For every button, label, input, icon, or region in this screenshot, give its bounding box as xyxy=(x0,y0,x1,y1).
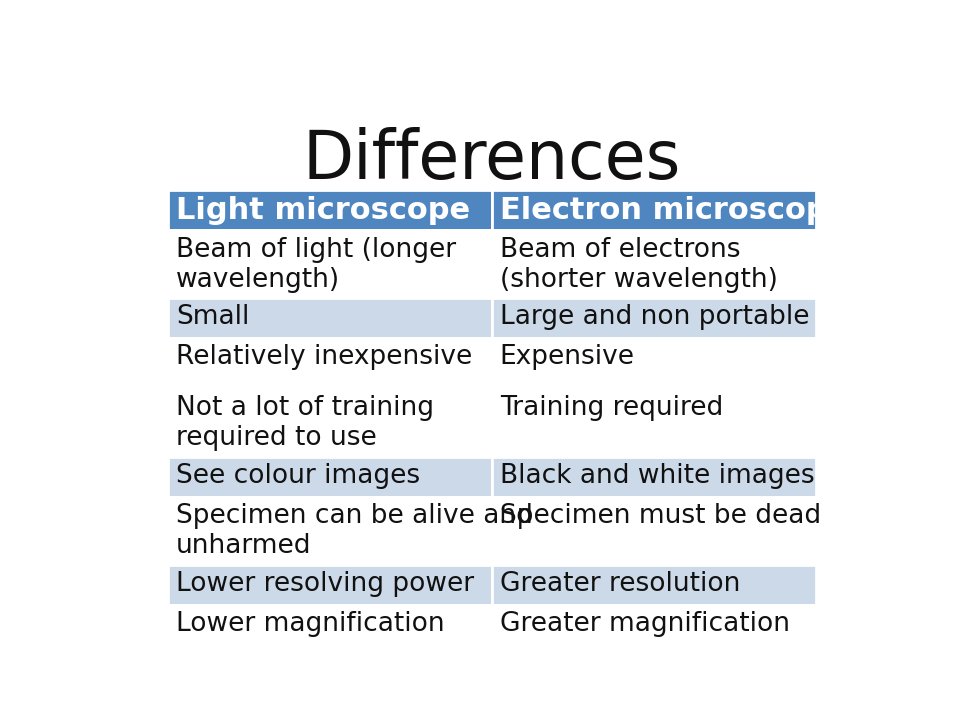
Text: Training required: Training required xyxy=(500,395,723,421)
Text: Lower magnification: Lower magnification xyxy=(176,611,444,636)
Text: Black and white images: Black and white images xyxy=(500,463,814,489)
Text: See colour images: See colour images xyxy=(176,463,420,489)
Text: Lower resolving power: Lower resolving power xyxy=(176,571,474,597)
Text: Greater magnification: Greater magnification xyxy=(500,611,790,636)
Bar xyxy=(492,298,816,338)
Bar xyxy=(492,497,816,564)
Text: Differences: Differences xyxy=(302,127,682,192)
Text: Not a lot of training
required to use: Not a lot of training required to use xyxy=(176,395,434,451)
Bar xyxy=(492,338,816,389)
Text: Beam of light (longer
wavelength): Beam of light (longer wavelength) xyxy=(176,237,456,292)
Bar xyxy=(492,190,816,230)
Text: Specimen must be dead: Specimen must be dead xyxy=(500,503,821,529)
Text: Large and non portable: Large and non portable xyxy=(500,305,809,330)
Bar xyxy=(168,497,492,564)
Bar xyxy=(168,190,492,230)
Bar xyxy=(168,298,492,338)
Text: Greater resolution: Greater resolution xyxy=(500,571,740,597)
Bar xyxy=(168,389,492,456)
Bar xyxy=(492,389,816,456)
Bar xyxy=(168,605,492,644)
Text: Beam of electrons
(shorter wavelength): Beam of electrons (shorter wavelength) xyxy=(500,237,778,292)
Text: Small: Small xyxy=(176,305,250,330)
Bar xyxy=(492,605,816,644)
Text: Relatively inexpensive: Relatively inexpensive xyxy=(176,344,472,370)
Bar xyxy=(168,338,492,389)
Bar xyxy=(168,456,492,497)
Bar xyxy=(492,564,816,605)
Bar xyxy=(168,230,492,298)
Text: Expensive: Expensive xyxy=(500,344,635,370)
Bar xyxy=(168,564,492,605)
Bar xyxy=(492,456,816,497)
Text: Light microscope: Light microscope xyxy=(176,196,470,225)
Text: Electron microscope: Electron microscope xyxy=(500,196,848,225)
Bar xyxy=(492,230,816,298)
Text: Specimen can be alive and
unharmed: Specimen can be alive and unharmed xyxy=(176,503,533,559)
